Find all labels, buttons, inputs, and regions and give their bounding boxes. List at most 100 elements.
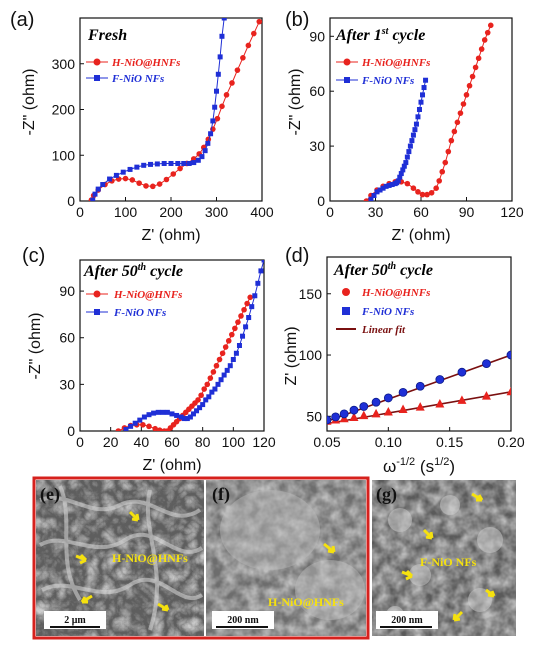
plot-frame-d [326,256,512,432]
data-point-blue-c [230,356,236,362]
sem-panel-f: (f) H-NiO@HNFs 200 nm [206,480,366,636]
data-point-blue-b [416,107,422,112]
data-point-red-a [129,177,136,183]
x-label-d-sup1: -1/2 [396,456,415,468]
data-point-blue-a [219,33,225,39]
data-point-blue-b [368,196,374,201]
y-axis-label-d: Z' (ohm) [283,326,300,385]
data-point-blue-a [107,176,113,182]
data-point-blue-d [327,415,332,425]
sem-g-particle [477,527,503,553]
data-point-blue-c [203,397,209,403]
data-point-blue-b [386,182,392,188]
data-point-blue-c [258,268,264,274]
legend-label-c-red: H-NiO@HNFs [113,289,182,301]
data-point-blue-a [208,131,214,137]
plot-area-b [363,22,494,201]
legend-marker-c-red [93,290,101,298]
data-point-red-a [229,80,235,86]
condition-d-sup: th [388,261,397,272]
data-point-red-b [469,73,476,80]
data-point-blue-c [246,315,252,321]
x-tick-label-c: 20 [103,434,119,450]
data-point-blue-b [421,85,427,91]
y-tick-label-c: 30 [59,376,75,392]
legend-label-b-red: H-NiO@HNFs [361,57,430,69]
legend-marker-a-red [93,58,101,66]
data-point-blue-d [398,388,408,397]
data-point-red-c [216,356,223,363]
data-point-red-b [472,64,479,71]
data-point-blue-a [212,104,218,110]
data-point-blue-c [132,420,138,426]
data-point-red-a [177,165,183,172]
legend-label-d-red: H-NiO@HNFs [361,287,430,299]
plot-b [363,22,494,201]
data-point-red-b [436,178,443,184]
data-point-red-a [143,183,149,189]
data-point-blue-c [240,333,246,339]
data-point-blue-a [120,169,126,175]
ticks-a: 0 100 200 300 400 0 100 200 300 [52,56,274,220]
sem-f-material-label: H-NiO@HNFs [268,595,344,609]
data-point-blue-c [261,260,264,263]
ticks-c: 0 20 40 60 80 100 120 0 30 60 90 [59,283,275,450]
data-point-red-c [247,294,253,301]
arrow-icon [471,492,484,502]
data-point-red-b [463,92,470,98]
data-point-red-b [481,37,488,43]
data-point-blue-c [160,409,166,415]
data-point-red-c [146,423,152,430]
data-point-blue-c [224,367,230,373]
y-tick-label-d: 50 [306,408,322,424]
y-tick-label-a: 300 [52,56,76,72]
data-point-red-a [170,171,177,177]
data-point-red-d [371,408,381,418]
data-point-blue-a [95,186,101,192]
plot-area-c [115,260,264,431]
data-point-blue-b [413,121,419,127]
data-point-red-d [383,407,393,416]
data-point-blue-c [194,408,200,414]
data-point-red-b [475,55,482,62]
data-point-blue-a [181,160,187,166]
data-point-red-c [219,350,226,357]
condition-b-sup: st [381,26,390,37]
data-point-red-a [223,92,230,98]
data-point-blue-b [412,127,418,133]
data-point-red-c [232,325,238,332]
legend-b: H-NiO@HNFs F-NiO NFs [336,57,430,87]
data-point-blue-b [400,167,406,173]
data-point-blue-c [128,423,134,429]
y-tick-label-b: 60 [309,83,325,99]
data-point-red-b [457,110,464,116]
data-point-blue-d [506,350,511,360]
data-point-red-c [204,381,211,388]
sem-e-letter: (e) [40,484,60,505]
plot-c [115,260,264,431]
condition-title-c: After 50th cycle [83,262,183,280]
data-point-red-a [251,30,257,37]
condition-title-b: After 1st cycle [335,26,425,44]
data-point-blue-c [184,416,190,422]
data-point-blue-c [200,402,206,408]
data-point-blue-d [359,402,369,411]
data-point-red-a [219,103,225,110]
data-point-blue-a [92,191,98,197]
data-point-blue-c [174,412,180,418]
data-point-blue-b [403,160,409,166]
sem-f-texture [206,480,366,636]
legend-label-d-fit: Linear fit [361,324,406,336]
data-point-red-a [256,18,262,25]
x-tick-label-b: 30 [368,204,384,220]
legend-label-a-red: H-NiO@HNFs [111,57,180,69]
legend-label-b-blue: F-NiO NFs [361,75,414,87]
panel-letter-b: (b) [285,9,309,31]
data-point-blue-c [197,405,203,411]
x-axis-label-b: Z' (ohm) [391,227,450,244]
sem-e-scale: 2 μm [64,615,86,626]
data-point-blue-d [457,367,467,377]
y-tick-label-d: 150 [299,286,323,302]
x-tick-label-a: 400 [250,204,274,220]
data-point-blue-a [195,157,201,163]
